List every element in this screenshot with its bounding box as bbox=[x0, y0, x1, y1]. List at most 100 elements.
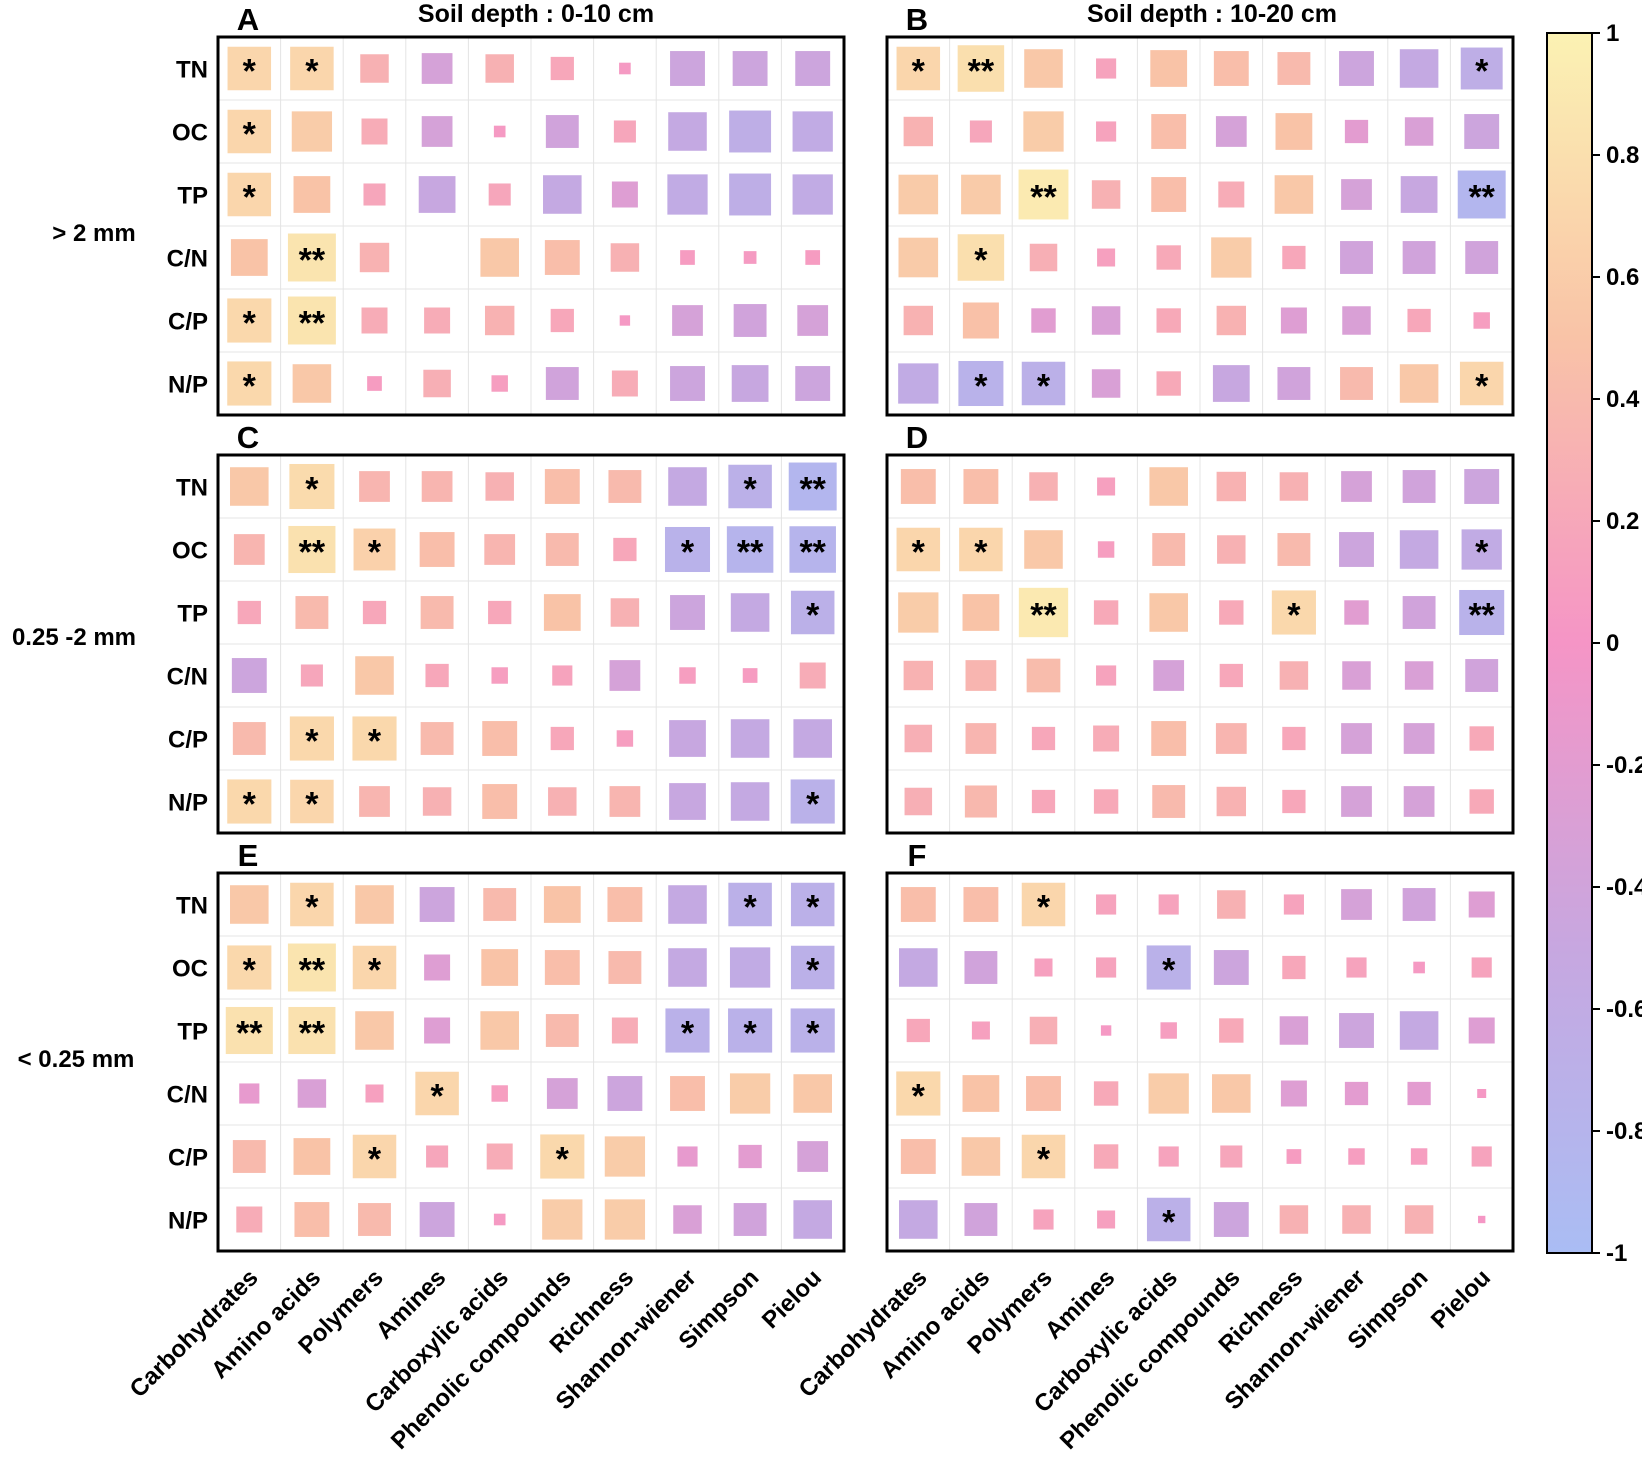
heatmap-cell bbox=[903, 660, 934, 691]
heatmap-cell bbox=[488, 600, 512, 625]
heatmap-cell bbox=[1026, 658, 1061, 693]
heatmap-cell bbox=[290, 779, 334, 824]
significance-marker: * bbox=[243, 179, 257, 217]
significance-marker: * bbox=[806, 1015, 820, 1053]
heatmap-cell bbox=[1283, 894, 1304, 915]
heatmap-cell bbox=[1021, 1134, 1066, 1179]
heatmap-cell bbox=[1096, 665, 1117, 686]
heatmap-cell bbox=[550, 726, 574, 751]
heatmap-cell bbox=[1465, 241, 1499, 274]
heatmap-cell bbox=[1274, 175, 1314, 214]
row-label: TP bbox=[177, 1019, 208, 1046]
heatmap-cell bbox=[362, 600, 387, 625]
colorbar-tick-label: -1 bbox=[1606, 1240, 1627, 1267]
heatmap-cell bbox=[1212, 1074, 1251, 1113]
column-label: Pielou bbox=[757, 1264, 827, 1334]
heatmap-cell bbox=[1216, 305, 1247, 336]
heatmap-cell bbox=[486, 1143, 513, 1170]
heatmap-cell bbox=[610, 243, 640, 272]
heatmap-cell bbox=[543, 886, 581, 923]
significance-marker: * bbox=[743, 471, 757, 509]
heatmap-cell bbox=[1151, 721, 1187, 756]
heatmap-cell bbox=[668, 467, 707, 506]
heatmap-cell bbox=[903, 116, 934, 147]
heatmap-cell bbox=[1100, 1025, 1112, 1036]
heatmap-cell bbox=[611, 181, 638, 208]
heatmap-cell bbox=[1280, 307, 1307, 334]
heatmap-cell bbox=[419, 532, 455, 567]
heatmap-cell bbox=[546, 1078, 578, 1109]
significance-marker: * bbox=[974, 534, 988, 572]
heatmap-cell bbox=[610, 598, 640, 627]
significance-marker: * bbox=[243, 116, 257, 154]
heatmap-cell bbox=[545, 367, 579, 400]
significance-marker: ** bbox=[299, 534, 326, 572]
heatmap-cell bbox=[1461, 529, 1502, 570]
heatmap-cell bbox=[1465, 659, 1499, 692]
heatmap-cell bbox=[730, 593, 770, 632]
heatmap-cell bbox=[493, 125, 506, 138]
heatmap-cell bbox=[1468, 1017, 1495, 1044]
heatmap-cell bbox=[669, 720, 706, 757]
heatmap-cell bbox=[355, 1011, 394, 1050]
significance-marker: * bbox=[305, 471, 319, 509]
significance-marker: ** bbox=[236, 1015, 263, 1053]
heatmap-cell bbox=[1217, 890, 1246, 919]
significance-marker: * bbox=[1037, 889, 1051, 927]
heatmap-cell bbox=[607, 1076, 643, 1111]
heatmap-cell bbox=[233, 534, 265, 565]
heatmap-cell bbox=[1402, 241, 1436, 274]
significance-marker: ** bbox=[299, 1015, 326, 1053]
heatmap-cell bbox=[1275, 113, 1313, 150]
row-label: N/P bbox=[168, 1208, 208, 1235]
heatmap-cell bbox=[730, 782, 770, 821]
heatmap-cell bbox=[230, 239, 268, 276]
heatmap-cell bbox=[669, 783, 706, 820]
row-label: OC bbox=[172, 538, 208, 565]
heatmap-cell bbox=[292, 364, 332, 403]
heatmap-cell bbox=[957, 234, 1005, 281]
panel-E: E* * ** ** * *** ** * * *** *TNOCTPC/NC/PN/PCarboh… bbox=[125, 838, 846, 1455]
heatmap-cell bbox=[1464, 114, 1500, 149]
heatmap-cell bbox=[287, 943, 336, 992]
heatmap-cell bbox=[793, 1200, 832, 1239]
significance-marker: * bbox=[368, 723, 382, 761]
heatmap-cell bbox=[1158, 1146, 1179, 1167]
column-label: Amino acids bbox=[206, 1264, 326, 1384]
row-label: N/P bbox=[168, 790, 208, 817]
heatmap-cell bbox=[1403, 723, 1435, 754]
heatmap-cell bbox=[1341, 471, 1372, 502]
heatmap-cell bbox=[1404, 1205, 1434, 1234]
heatmap-cell bbox=[1404, 661, 1434, 690]
panel-label: B bbox=[906, 2, 928, 37]
row-label: C/P bbox=[168, 727, 208, 754]
heatmap-cell bbox=[426, 1145, 449, 1168]
heatmap-cell bbox=[608, 470, 642, 503]
significance-marker: ** bbox=[299, 952, 326, 990]
heatmap-cell bbox=[1340, 367, 1373, 400]
heatmap-cell bbox=[1153, 660, 1185, 691]
heatmap-cell bbox=[731, 365, 769, 402]
significance-marker: * bbox=[974, 242, 988, 280]
heatmap-cell bbox=[1217, 535, 1246, 564]
heatmap-cell bbox=[957, 45, 1005, 92]
heatmap-cell bbox=[421, 116, 453, 147]
heatmap-cell bbox=[1216, 471, 1247, 502]
heatmap-cell bbox=[679, 667, 696, 684]
significance-marker: ** bbox=[1030, 597, 1057, 635]
heatmap-cell bbox=[729, 110, 772, 153]
depth-title-10-20: Soil depth : 10-20 cm bbox=[1087, 0, 1337, 28]
heatmap-cell bbox=[790, 779, 835, 824]
heatmap-cell bbox=[1346, 957, 1367, 978]
panel-B: B* ** *** **** * * bbox=[885, 2, 1515, 417]
heatmap-cell bbox=[965, 660, 997, 691]
heatmap-cell bbox=[613, 537, 637, 562]
heatmap-cell bbox=[609, 660, 641, 691]
row-label: TP bbox=[177, 183, 208, 210]
significance-marker: * bbox=[1475, 53, 1489, 91]
colorbar-tick-label: -0.8 bbox=[1606, 1118, 1642, 1145]
heatmap-cell bbox=[1156, 245, 1181, 270]
heatmap-cell bbox=[1149, 593, 1188, 632]
heatmap-cell bbox=[1034, 958, 1053, 977]
